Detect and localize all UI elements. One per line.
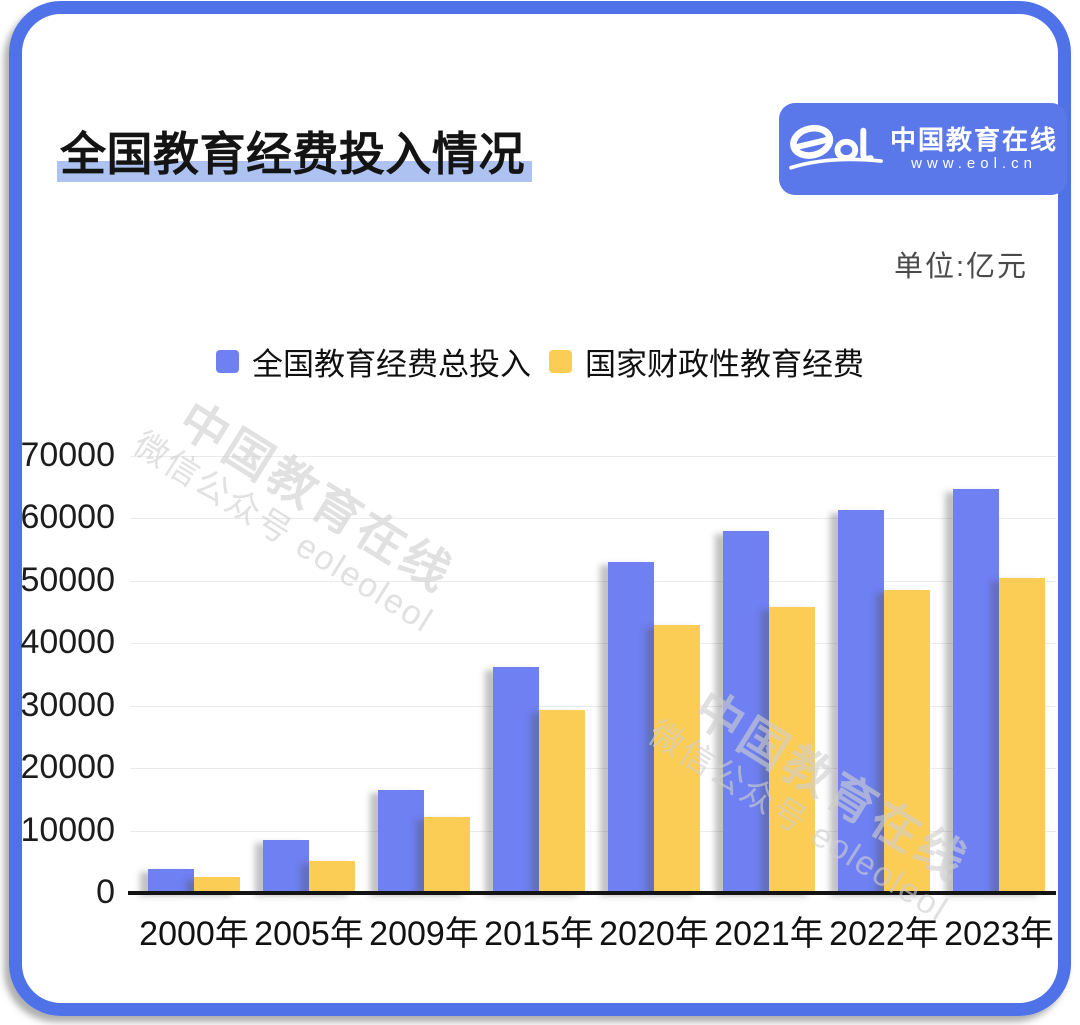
grid-line <box>130 643 1056 644</box>
y-axis-tick-label: 10000 <box>20 810 115 849</box>
bar-fiscal-2020年 <box>654 624 700 893</box>
x-axis-label: 2021年 <box>714 915 824 953</box>
eol-logo-badge: 中国教育在线 www.eol.cn <box>779 103 1067 195</box>
x-axis-label: 2020年 <box>599 915 709 953</box>
bar-total-2009年 <box>378 789 424 893</box>
y-axis-tick-label: 70000 <box>20 435 115 474</box>
grid-line <box>130 830 1056 832</box>
x-axis-label: 2000年 <box>139 915 249 953</box>
grid-line <box>130 580 1056 582</box>
bar-fiscal-2023年 <box>999 577 1045 893</box>
bar-fiscal-2022年 <box>884 590 930 893</box>
y-axis-tick-label: 60000 <box>20 498 115 536</box>
bar-fiscal-2009年 <box>424 816 470 893</box>
logo-url: www.eol.cn <box>911 155 1037 173</box>
bar-fiscal-2000年 <box>194 876 240 893</box>
legend-item-fiscal: 国家财政性教育经费 <box>549 339 864 384</box>
bar-total-2015年 <box>493 667 539 893</box>
bar-total-2020年 <box>608 561 654 893</box>
x-axis-label: 2015年 <box>484 915 594 953</box>
y-axis-tick-label: 0 <box>96 873 115 911</box>
eol-logo-icon <box>788 116 884 183</box>
y-axis-tick-label: 30000 <box>20 685 115 724</box>
legend-swatch-blue <box>216 350 239 373</box>
legend-swatch-yellow <box>549 350 572 373</box>
chart-legend: 全国教育经费总投入 国家财政性教育经费 <box>0 339 1080 384</box>
bar-fiscal-2015年 <box>539 710 585 893</box>
y-axis-tick-label: 50000 <box>20 560 115 599</box>
bar-total-2000年 <box>148 868 194 893</box>
logo-brand-name: 中国教育在线 <box>890 124 1059 155</box>
grid-line <box>130 518 1056 519</box>
grid-line <box>130 455 1056 457</box>
page-title: 全国教育经费投入情况 <box>60 128 525 180</box>
x-axis-line <box>128 891 1056 895</box>
legend-label-fiscal: 国家财政性教育经费 <box>585 347 864 382</box>
bar-total-2005年 <box>263 840 309 893</box>
title-highlight-bar <box>57 161 532 182</box>
x-axis-label: 2022年 <box>829 915 939 953</box>
x-axis-label: 2023年 <box>944 915 1054 953</box>
y-axis-tick-label: 20000 <box>20 748 115 786</box>
legend-label-total: 全国教育经费总投入 <box>252 347 531 382</box>
x-axis-label: 2009年 <box>369 915 479 953</box>
bar-fiscal-2021年 <box>769 606 815 893</box>
unit-label: 单位:亿元 <box>893 251 1028 283</box>
grid-line <box>130 705 1056 707</box>
legend-item-total: 全国教育经费总投入 <box>216 339 531 384</box>
x-axis-label: 2005年 <box>254 915 364 953</box>
bar-total-2022年 <box>838 509 884 893</box>
bar-fiscal-2005年 <box>309 860 355 893</box>
bar-total-2023年 <box>953 489 999 893</box>
grid-line <box>130 768 1056 769</box>
bar-total-2021年 <box>723 531 769 893</box>
y-axis-tick-label: 40000 <box>20 623 115 661</box>
